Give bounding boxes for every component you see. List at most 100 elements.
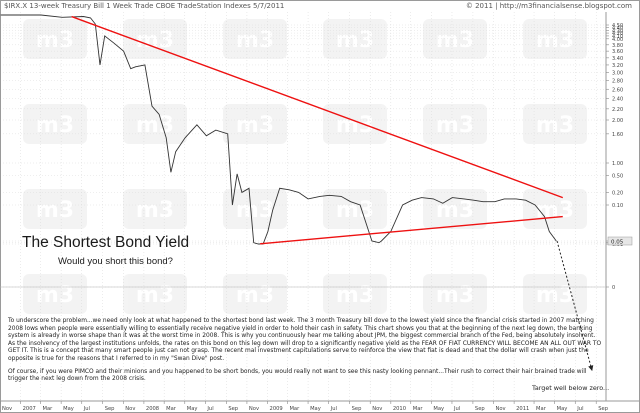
watermark-logo: m3 bbox=[23, 189, 87, 229]
svg-text:m3: m3 bbox=[36, 113, 74, 138]
x-tick-label: Sep bbox=[105, 406, 115, 412]
watermark-logo: m3 bbox=[423, 104, 487, 144]
x-tick-label: Jul bbox=[330, 406, 337, 412]
watermark-logo: m3 bbox=[323, 274, 387, 314]
x-tick-label: Sep bbox=[598, 406, 608, 412]
watermark-logo: m3 bbox=[423, 19, 487, 59]
watermark-logo: m3 bbox=[323, 189, 387, 229]
x-tick-label: May bbox=[187, 406, 198, 412]
chart-header-copyright: © 2011 | http://m3financialsense.blogspo… bbox=[465, 2, 632, 10]
y-tick-label: 2.40 bbox=[612, 97, 623, 103]
x-tick-label: May bbox=[557, 406, 568, 412]
target-note: Target well below zero... bbox=[532, 384, 610, 392]
x-tick-label: Jul bbox=[576, 406, 583, 412]
svg-text:m3: m3 bbox=[236, 28, 274, 53]
y-tick-label: 1.00 bbox=[612, 161, 623, 167]
commentary-paragraph: Of course, if you were PIMCO and their m… bbox=[8, 368, 587, 383]
watermark-logo: m3 bbox=[323, 104, 387, 144]
svg-text:m3: m3 bbox=[336, 28, 374, 53]
projection-layer bbox=[556, 240, 594, 372]
x-tick-label: Jul bbox=[206, 406, 213, 412]
lower-trendline bbox=[260, 215, 563, 245]
x-tick-label: Nov bbox=[2, 406, 12, 412]
x-tick-label: Nov bbox=[249, 406, 259, 412]
watermark-logo: m3 bbox=[523, 104, 587, 144]
x-tick-label: Mar bbox=[536, 406, 547, 412]
y-tick-label: 3.20 bbox=[612, 63, 623, 69]
y-tick-label: 4.00 bbox=[612, 37, 623, 43]
y-tick-label: 3.00 bbox=[612, 71, 623, 77]
svg-text:m3: m3 bbox=[236, 198, 274, 223]
y-tick-label: 3.40 bbox=[612, 56, 623, 62]
x-tick-label: 2011 bbox=[516, 406, 529, 412]
y-tick-label: 0 bbox=[612, 285, 615, 291]
watermark-logo: m3 bbox=[423, 274, 487, 314]
svg-text:m3: m3 bbox=[136, 113, 174, 138]
last-value-badge: 0.05 bbox=[607, 236, 633, 245]
y-tick-label: 2.00 bbox=[612, 118, 623, 124]
y-tick-label: 4.10 bbox=[612, 34, 623, 40]
x-tick-label: 2010 bbox=[393, 406, 406, 412]
annotation-subtitle: Would you short this bond? bbox=[58, 256, 173, 267]
watermark-logo: m3 bbox=[123, 274, 187, 314]
svg-text:m3: m3 bbox=[436, 198, 474, 223]
y-tick-label: 4.30 bbox=[612, 28, 623, 34]
y-axis: 4.504.404.304.204.104.003.803.603.403.20… bbox=[606, 23, 633, 291]
y-tick-label: 2.80 bbox=[612, 79, 623, 85]
x-tick-label: Mar bbox=[413, 406, 424, 412]
y-tick-label: 4.50 bbox=[612, 23, 623, 29]
y-tick-label: 0.50 bbox=[612, 174, 623, 180]
trendline-layer bbox=[71, 15, 564, 245]
x-tick-label: Nov bbox=[372, 406, 382, 412]
y-tick-label: 0.10 bbox=[612, 203, 623, 209]
y-tick-label: 4.20 bbox=[612, 31, 623, 37]
x-tick-label: Nov bbox=[496, 406, 506, 412]
y-tick-label: 3.80 bbox=[612, 43, 623, 49]
svg-text:m3: m3 bbox=[436, 28, 474, 53]
annotation-title: The Shortest Bond Yield bbox=[22, 234, 190, 251]
x-tick-label: Jul bbox=[83, 406, 90, 412]
watermark-logo: m3 bbox=[223, 274, 287, 314]
y-tick-label: 2.20 bbox=[612, 107, 623, 113]
watermark-logo: m3 bbox=[23, 274, 87, 314]
x-tick-label: 2007 bbox=[23, 406, 36, 412]
y-tick-label: 2.60 bbox=[612, 87, 623, 93]
x-tick-label: May bbox=[310, 406, 321, 412]
x-tick-label: Sep bbox=[228, 406, 238, 412]
svg-text:m3: m3 bbox=[436, 113, 474, 138]
commentary-paragraph: To underscore the problem...we need only… bbox=[8, 318, 602, 362]
upper-trendline bbox=[71, 15, 564, 199]
watermark-layer: m3 m3 m3 m3 m3 m3 m3 m3 m3 m3 m3 m3 m3 m3 m3 m3 m3 m3 m3 m3… bbox=[23, 19, 587, 314]
x-axis: Nov 2007 Mar May Jul Sep Nov 2008 Mar May Jul Sep No… bbox=[0, 401, 609, 412]
x-tick-label: Sep bbox=[352, 406, 362, 412]
svg-text:m3: m3 bbox=[536, 113, 574, 138]
svg-text:m3: m3 bbox=[536, 28, 574, 53]
y-tick-label: 1.60 bbox=[612, 132, 623, 138]
svg-text:m3: m3 bbox=[536, 198, 574, 223]
svg-text:m3: m3 bbox=[236, 113, 274, 138]
projection-line bbox=[556, 240, 593, 372]
y-tick-label: 0.20 bbox=[612, 190, 623, 196]
watermark-logo: m3 bbox=[423, 189, 487, 229]
watermark-logo: m3 bbox=[23, 104, 87, 144]
watermark-logo: m3 bbox=[223, 104, 287, 144]
svg-text:m3: m3 bbox=[136, 28, 174, 53]
x-tick-label: Mar bbox=[289, 406, 300, 412]
projection-arrowhead bbox=[588, 365, 594, 371]
x-tick-label: 2009 bbox=[270, 406, 283, 412]
yield-line bbox=[0, 14, 557, 245]
x-tick-label: Mar bbox=[43, 406, 54, 412]
svg-text:m3: m3 bbox=[36, 28, 74, 53]
last-value-label: 0.05 bbox=[611, 239, 624, 245]
svg-text:m3: m3 bbox=[136, 198, 174, 223]
y-tick-label: 3.60 bbox=[612, 49, 623, 55]
series-layer bbox=[0, 14, 557, 245]
watermark-logo: m3 bbox=[523, 274, 587, 314]
x-tick-label: May bbox=[63, 406, 74, 412]
x-tick-label: Sep bbox=[475, 406, 485, 412]
svg-text:m3: m3 bbox=[36, 198, 74, 223]
x-tick-label: Nov bbox=[125, 406, 135, 412]
